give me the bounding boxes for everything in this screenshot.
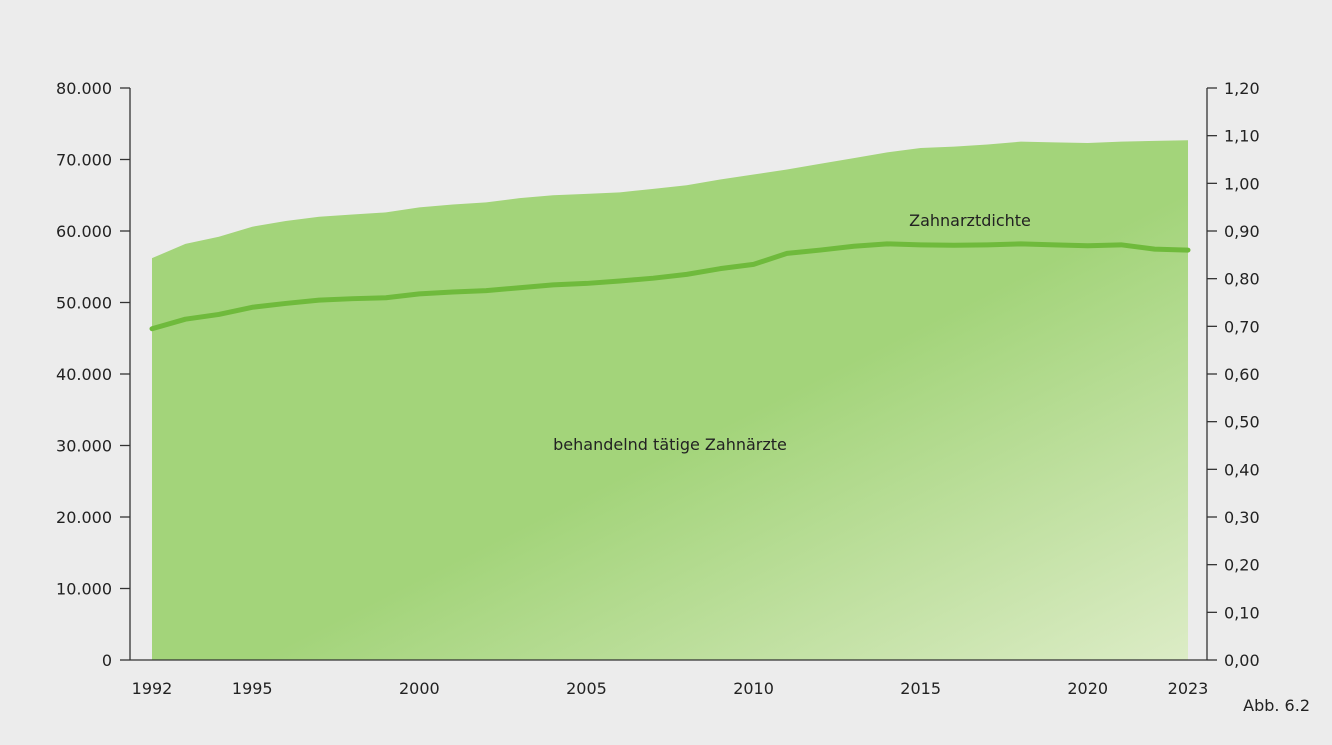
x-tick-label: 2015 xyxy=(900,679,941,698)
x-tick-label: 2023 xyxy=(1168,679,1209,698)
right-y-tick-label: 0,20 xyxy=(1224,556,1260,575)
left-y-tick-label: 40.000 xyxy=(56,365,112,384)
area-series-label: behandelnd tätige Zahnärzte xyxy=(553,435,787,454)
left-y-tick-label: 50.000 xyxy=(56,294,112,313)
right-y-tick-label: 0,50 xyxy=(1224,413,1260,432)
area-series xyxy=(152,140,1188,660)
left-y-tick-label: 20.000 xyxy=(56,508,112,527)
figure-number: Abb. 6.2 xyxy=(1243,696,1310,715)
line-layer xyxy=(149,241,1191,332)
left-y-tick-label: 80.000 xyxy=(56,79,112,98)
right-y-tick-label: 0,00 xyxy=(1224,651,1260,670)
x-tick-label: 1995 xyxy=(232,679,273,698)
left-y-tick-label: 60.000 xyxy=(56,222,112,241)
line-series-label: Zahnarztdichte xyxy=(909,211,1031,230)
left-y-tick-label: 30.000 xyxy=(56,437,112,456)
left-y-tick-label: 70.000 xyxy=(56,151,112,170)
axes-layer: 0 10.000 20.000 30.000 40.000 50.000 60.000 70.… xyxy=(56,79,1260,698)
x-tick-label: 2020 xyxy=(1067,679,1108,698)
right-y-tick-label: 1,10 xyxy=(1224,127,1260,146)
right-y-tick-label: 0,90 xyxy=(1224,222,1260,241)
right-y-tick-label: 0,30 xyxy=(1224,508,1260,527)
right-y-tick-label: 0,60 xyxy=(1224,365,1260,384)
line-series xyxy=(149,241,1191,332)
right-y-tick-label: 0,40 xyxy=(1224,460,1260,479)
left-y-tick-label: 10.000 xyxy=(56,580,112,599)
right-y-tick-label: 1,20 xyxy=(1224,79,1260,98)
right-y-tick-label: 0,10 xyxy=(1224,603,1260,622)
x-tick-label: 2005 xyxy=(566,679,607,698)
x-tick-label: 1992 xyxy=(132,679,173,698)
right-y-tick-label: 0,70 xyxy=(1224,317,1260,336)
x-tick-label: 2010 xyxy=(733,679,774,698)
area-layer xyxy=(152,140,1188,660)
x-tick-label: 2000 xyxy=(399,679,440,698)
right-y-tick-label: 0,80 xyxy=(1224,270,1260,289)
right-y-tick-label: 1,00 xyxy=(1224,174,1260,193)
left-y-tick-label: 0 xyxy=(102,651,112,670)
